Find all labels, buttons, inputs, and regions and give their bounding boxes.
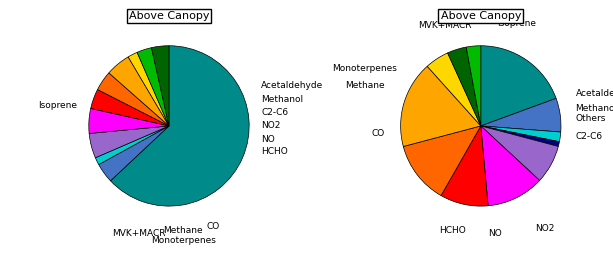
Wedge shape <box>481 126 560 146</box>
Wedge shape <box>128 52 169 126</box>
Wedge shape <box>96 126 169 164</box>
Text: NO2: NO2 <box>535 224 555 233</box>
Text: Methane: Methane <box>164 226 204 235</box>
Wedge shape <box>97 73 169 126</box>
Wedge shape <box>91 89 169 126</box>
Text: Others: Others <box>576 114 606 123</box>
Text: NO2: NO2 <box>261 121 281 131</box>
Text: Methanol: Methanol <box>261 95 303 104</box>
Text: Acetaldehyde: Acetaldehyde <box>576 89 613 98</box>
Wedge shape <box>481 126 561 142</box>
Text: NO: NO <box>489 228 502 237</box>
Wedge shape <box>89 126 169 158</box>
Text: HCHO: HCHO <box>261 147 288 156</box>
Wedge shape <box>466 46 481 126</box>
Wedge shape <box>401 66 481 146</box>
Wedge shape <box>481 126 539 206</box>
Wedge shape <box>481 98 561 132</box>
Wedge shape <box>109 57 169 126</box>
Text: CO: CO <box>207 222 219 231</box>
Text: C2-C6: C2-C6 <box>576 132 603 141</box>
Wedge shape <box>481 46 556 126</box>
Title: Above Canopy: Above Canopy <box>129 11 209 21</box>
Wedge shape <box>99 126 169 181</box>
Text: HCHO: HCHO <box>440 226 466 235</box>
Wedge shape <box>403 126 481 196</box>
Wedge shape <box>441 126 488 206</box>
Title: Above Canopy: Above Canopy <box>441 11 521 21</box>
Text: MVK+MACR: MVK+MACR <box>418 21 471 30</box>
Text: MVK+MACR: MVK+MACR <box>112 228 166 237</box>
Text: Isoprene: Isoprene <box>38 101 77 111</box>
Text: Monoterpenes: Monoterpenes <box>151 236 216 245</box>
Text: Methanol: Methanol <box>576 104 613 113</box>
Wedge shape <box>447 47 481 126</box>
Wedge shape <box>427 53 481 126</box>
Wedge shape <box>481 126 558 180</box>
Text: NO: NO <box>261 135 275 144</box>
Text: Isoprene: Isoprene <box>497 19 536 28</box>
Wedge shape <box>89 108 169 133</box>
Text: C2-C6: C2-C6 <box>261 108 288 117</box>
Text: Acetaldehyde: Acetaldehyde <box>261 81 324 90</box>
Wedge shape <box>151 46 169 126</box>
Text: CO: CO <box>371 130 384 139</box>
Text: Monoterpenes: Monoterpenes <box>332 64 397 73</box>
Text: Methane: Methane <box>345 81 384 90</box>
Wedge shape <box>137 48 169 126</box>
Wedge shape <box>110 46 249 206</box>
